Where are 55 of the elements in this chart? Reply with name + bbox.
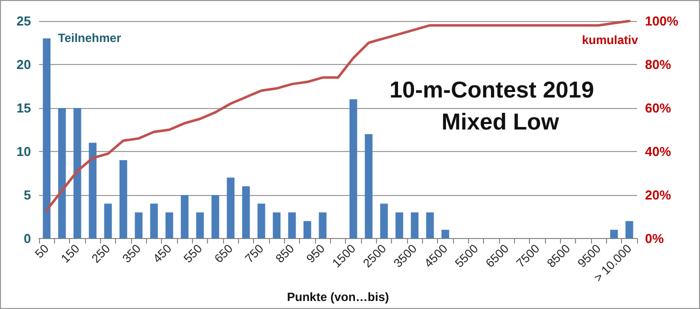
bar [380,204,388,238]
bar [104,204,112,238]
x-axis-title: Punkte (von…bis) [286,290,390,304]
bar [242,186,250,238]
y-tick-label: 0 [24,230,31,246]
bar [318,212,326,238]
bar [288,212,296,238]
x-tick-label: 450 [150,241,175,266]
bar [226,178,234,238]
x-tick-label: 350 [120,241,144,266]
x-tick-label: 50 [32,241,52,261]
bar [150,204,158,238]
y2-tick-label: 60% [645,100,672,116]
x-tick-label: 850 [272,241,298,266]
x-tick-label: 950 [304,241,328,266]
y-tick-label: 25 [16,14,31,28]
y-tick-label: 15 [16,100,31,116]
x-tick-label: 550 [180,241,206,266]
x-tick-label: 750 [242,241,267,266]
x-tick-label: 250 [88,241,114,266]
y-tick-label: 5 [24,187,31,202]
y2-tick-label: 80% [645,56,672,72]
bar [120,160,128,238]
bar [272,212,280,238]
bar [350,99,358,238]
y2-axis-title: kumulativ [582,33,638,47]
bar [304,221,312,238]
text: 10-m-Contest 2019 [389,76,594,102]
bar [42,38,50,238]
bar [364,134,372,238]
x-tick-label: 150 [58,241,83,266]
bar [426,212,434,238]
bar [610,230,618,238]
bar [442,230,450,238]
bar [410,212,418,238]
y2-tick-label: 20% [645,187,672,202]
x-tick-label: 650 [212,241,236,266]
y2-tick-label: 0% [645,230,664,246]
bar [180,194,188,238]
text: Mixed Low [441,108,560,134]
y-tick-label: 20 [16,56,31,72]
bar [626,221,634,238]
y-tick-label: 10 [16,144,31,159]
bar [166,212,174,238]
bar [258,204,266,238]
bar [134,212,142,238]
y2-tick-label: 40% [645,144,672,159]
bar [88,142,96,238]
bar [58,108,66,238]
bar [74,108,82,238]
bar [212,194,220,238]
y2-tick-label: 100% [645,14,679,28]
bar [196,212,204,238]
bar [396,212,404,238]
y-axis-title: Teilnehmer [58,31,122,45]
